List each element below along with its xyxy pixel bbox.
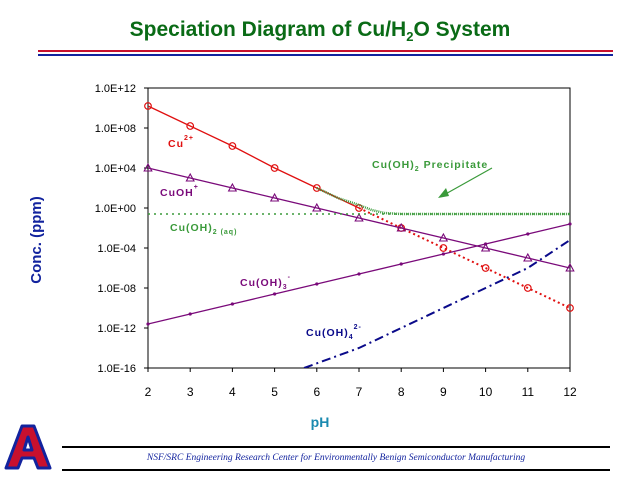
x-tick-label: 5 [271, 385, 278, 399]
title-rule-blue [38, 54, 613, 56]
x-tick-label: 6 [313, 385, 320, 399]
series-label-cu2: Cu2+ [168, 135, 194, 150]
x-tick-label: 8 [398, 385, 405, 399]
x-tick-label: 10 [479, 385, 493, 399]
data-point-cuoh [565, 262, 575, 272]
data-point-cu-oh-3 [484, 242, 488, 246]
footer-rule-bottom [62, 469, 610, 471]
data-point-cu2 [523, 284, 532, 292]
x-axis-label: pH [310, 414, 330, 430]
data-point-cu-oh-3 [526, 232, 530, 236]
data-point-cuoh [438, 232, 449, 242]
series-label-cu-oh-2-precipitate: Cu(OH)2 Precipitate [372, 159, 488, 173]
data-point-cu-oh-3 [273, 292, 277, 296]
university-logo-icon [4, 424, 52, 470]
data-point-cu2 [481, 264, 490, 272]
series-label-cu-oh-3: Cu(OH)3- [240, 274, 291, 291]
data-point-cu2 [355, 204, 363, 212]
x-tick-label: 4 [229, 385, 236, 399]
footer-text: NSF/SRC Engineering Research Center for … [146, 453, 526, 463]
data-point-cuoh [480, 242, 491, 252]
data-point-cuoh [312, 202, 322, 212]
data-point-cu-oh-3 [568, 222, 572, 226]
data-point-cuoh [227, 182, 238, 192]
x-tick-label: 9 [440, 385, 447, 399]
data-point-cu-oh-3 [188, 312, 192, 316]
y-tick-label: 1.0E+12 [95, 83, 136, 95]
data-point-cuoh [354, 212, 364, 222]
x-tick-label: 12 [563, 385, 577, 399]
y-tick-label: 1.0E-12 [97, 323, 136, 335]
y-tick-label: 1.0E+08 [95, 123, 136, 135]
data-point-cuoh [143, 162, 153, 172]
series-line-cu2 [148, 105, 360, 209]
data-point-cu-oh-3 [146, 322, 150, 326]
series-label-cu-oh-2-aq: Cu(OH)2 (aq) [170, 222, 237, 236]
data-point-cu-oh-3 [357, 272, 361, 276]
series-line-cu-oh-2-precipitate [316, 186, 570, 216]
series-line-cu-oh-4-2 [303, 239, 570, 368]
data-point-cu2 [312, 184, 321, 192]
data-point-cu2 [186, 122, 195, 130]
y-tick-label: 1.0E-08 [97, 283, 136, 295]
x-tick-label: 11 [522, 385, 535, 399]
data-point-cu2 [566, 304, 574, 312]
data-point-cu-oh-3 [399, 262, 403, 266]
data-point-cuoh [185, 172, 195, 182]
data-point-cu-oh-3 [230, 302, 234, 306]
series-label-cu-oh-4-2: Cu(OH)42- [306, 324, 362, 341]
data-point-cu2 [228, 142, 237, 150]
footer-rule-top [62, 446, 610, 448]
plot-area [147, 87, 571, 369]
data-point-cu-oh-3 [315, 282, 319, 286]
y-axis-label: Conc. (ppm) [28, 196, 45, 284]
data-point-cuoh [269, 192, 280, 202]
data-point-cu-oh-3 [441, 252, 445, 256]
y-tick-label: 1.0E-16 [97, 363, 136, 375]
precipitate-arrow-line [441, 167, 493, 197]
chart-title: Speciation Diagram of Cu/H2O System [129, 18, 511, 45]
series-line-cu2-dotted [358, 207, 570, 309]
series-label-cuoh: CuOH+ [160, 184, 199, 199]
y-tick-label: 1.0E-04 [97, 243, 136, 255]
y-tick-label: 1.0E+00 [95, 203, 136, 215]
x-tick-label: 7 [356, 385, 363, 399]
x-tick-label: 2 [145, 385, 152, 399]
data-point-cu2 [439, 244, 448, 252]
data-point-cu2 [270, 164, 279, 172]
data-point-cuoh [523, 252, 533, 262]
data-point-cuoh [396, 222, 406, 232]
x-tick-label: 3 [187, 385, 194, 399]
data-point-cu2 [144, 102, 152, 110]
precipitate-arrow-head [438, 188, 449, 198]
y-tick-label: 1.0E+04 [95, 163, 136, 175]
title-rule-red [38, 50, 613, 52]
series-line-cuoh [148, 167, 570, 269]
